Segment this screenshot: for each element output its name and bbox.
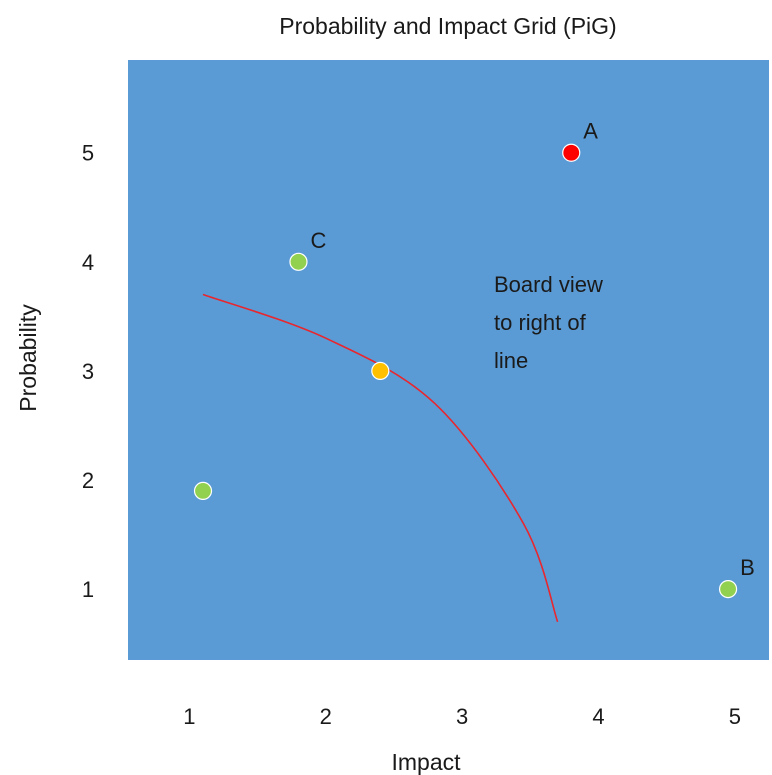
y-tick-labels: 1 2 3 4 5 [82, 141, 94, 602]
point-label-b: B [740, 555, 755, 580]
x-tick-label: 5 [729, 704, 741, 729]
data-point-2 [371, 361, 390, 381]
x-tick-label: 4 [592, 704, 604, 729]
y-tick-label: 4 [82, 250, 94, 275]
y-tick-label: 1 [82, 577, 94, 602]
threshold-curve-layer [202, 293, 559, 623]
point-label-c: C [310, 228, 326, 253]
annotation-line-3: line [494, 348, 528, 373]
y-tick-label: 3 [82, 359, 94, 384]
data-point-a [562, 143, 581, 162]
threshold-curve [202, 293, 559, 623]
x-axis-title: Impact [391, 749, 461, 775]
x-tick-label: 2 [320, 704, 332, 729]
chart-title: Probability and Impact Grid (PiG) [279, 13, 616, 39]
y-axis-title: Probability [15, 304, 41, 412]
x-tick-label: 3 [456, 704, 468, 729]
point-labels-layer: A C B [310, 119, 754, 580]
annotation-board-view: Board view to right of line [494, 272, 609, 373]
plot-area [128, 60, 769, 660]
annotation-line-2: to right of [494, 310, 587, 335]
annotation-line-1: Board view [494, 272, 603, 297]
data-point-3 [193, 481, 213, 501]
data-point-b [718, 579, 738, 599]
x-tick-labels: 1 2 3 4 5 [183, 704, 741, 729]
points-layer [193, 143, 738, 599]
data-point-c [289, 252, 308, 271]
y-tick-label: 2 [82, 468, 94, 493]
point-label-a: A [583, 119, 598, 144]
x-tick-label: 1 [183, 704, 195, 729]
y-tick-label: 5 [82, 141, 94, 166]
